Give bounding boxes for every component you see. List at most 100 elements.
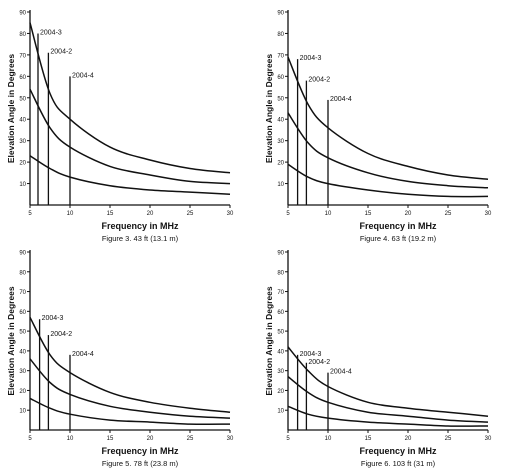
- y-tick-label: 10: [19, 182, 26, 188]
- y-tick-label: 90: [19, 251, 26, 257]
- x-tick-label: 30: [227, 211, 234, 217]
- x-tick-label: 10: [67, 436, 74, 442]
- x-tick-label: 15: [365, 436, 372, 442]
- x-tick-label: 5: [28, 211, 32, 217]
- y-tick-label: 50: [19, 96, 26, 102]
- x-tick-label: 10: [67, 211, 74, 217]
- x-tick-label: 20: [405, 211, 412, 217]
- marker-label: 2004-2: [308, 77, 330, 84]
- y-tick-label: 10: [277, 182, 284, 188]
- y-axis-title: Elevation Angle in Degrees: [6, 286, 16, 396]
- y-tick-label: 50: [277, 96, 284, 102]
- marker-label: 2004-3: [300, 55, 322, 62]
- x-axis-title: Frequency in MHz: [101, 446, 179, 456]
- y-tick-label: 40: [277, 118, 284, 124]
- marker-label: 2004-2: [50, 331, 72, 338]
- x-tick-label: 30: [485, 211, 492, 217]
- y-axis-title: Elevation Angle in Degrees: [264, 286, 274, 396]
- marker-label: 2004-4: [72, 72, 94, 79]
- x-axis-title: Frequency in MHz: [359, 221, 437, 231]
- series-line: [29, 316, 231, 413]
- x-tick-label: 20: [147, 436, 154, 442]
- y-tick-label: 70: [277, 53, 284, 59]
- series-line: [29, 397, 231, 425]
- series-line: [287, 163, 489, 198]
- y-tick-label: 30: [277, 369, 284, 375]
- y-tick-label: 40: [277, 349, 284, 355]
- marker-label: 2004-3: [300, 351, 322, 358]
- y-tick-label: 60: [19, 75, 26, 81]
- series-line: [287, 346, 489, 417]
- x-tick-label: 20: [147, 211, 154, 217]
- y-axis-title: Elevation Angle in Degrees: [264, 54, 274, 164]
- y-tick-label: 70: [19, 53, 26, 59]
- y-tick-label: 10: [277, 409, 284, 415]
- y-tick-label: 30: [277, 139, 284, 145]
- y-tick-label: 70: [277, 290, 284, 296]
- x-tick-label: 10: [325, 436, 332, 442]
- y-tick-label: 50: [277, 330, 284, 336]
- figure-caption: Figure 6. 103 ft (31 m): [361, 459, 436, 468]
- y-tick-label: 40: [19, 118, 26, 124]
- y-tick-label: 80: [19, 270, 26, 276]
- y-tick-label: 90: [19, 11, 26, 17]
- y-tick-label: 60: [19, 310, 26, 316]
- marker-label: 2004-2: [50, 49, 72, 56]
- x-tick-label: 5: [286, 211, 290, 217]
- x-tick-label: 30: [485, 436, 492, 442]
- x-tick-label: 20: [405, 436, 412, 442]
- marker-label: 2004-4: [72, 351, 94, 358]
- marker-label: 2004-2: [308, 359, 330, 366]
- series-line: [29, 358, 231, 419]
- x-tick-label: 25: [445, 211, 452, 217]
- x-tick-label: 5: [286, 436, 290, 442]
- x-tick-label: 15: [365, 211, 372, 217]
- y-tick-label: 60: [277, 310, 284, 316]
- marker-label: 2004-3: [40, 29, 62, 36]
- y-tick-label: 40: [19, 349, 26, 355]
- x-axis-title: Frequency in MHz: [359, 446, 437, 456]
- figure-caption: Figure 3. 43 ft (13.1 m): [102, 234, 179, 243]
- chart-panel: 10 20 30 40 50 60 70 80 90 5 10 15 20 25 30 2004-3 2004-…: [6, 10, 234, 243]
- series-line: [287, 405, 489, 427]
- figure-caption: Figure 5. 78 ft (23.8 m): [102, 459, 179, 468]
- series-line: [287, 376, 489, 423]
- y-tick-label: 70: [19, 290, 26, 296]
- series-line: [29, 22, 231, 174]
- y-axis-title: Elevation Angle in Degrees: [6, 54, 16, 164]
- x-tick-label: 15: [107, 436, 114, 442]
- y-tick-label: 20: [277, 389, 284, 395]
- y-tick-label: 20: [19, 161, 26, 167]
- figure-caption: Figure 4. 63 ft (19.2 m): [360, 234, 437, 243]
- x-tick-label: 30: [227, 436, 234, 442]
- y-tick-label: 60: [277, 75, 284, 81]
- x-tick-label: 25: [187, 436, 194, 442]
- series-line: [29, 88, 231, 185]
- chart-panel: 10 20 30 40 50 60 70 80 90 5 10 15 20 25 30 2004-3 2004-…: [6, 250, 234, 468]
- y-tick-label: 30: [19, 369, 26, 375]
- x-tick-label: 15: [107, 211, 114, 217]
- y-tick-label: 90: [277, 11, 284, 17]
- marker-label: 2004-3: [42, 315, 64, 322]
- y-tick-label: 80: [277, 32, 284, 38]
- x-axis-title: Frequency in MHz: [101, 221, 179, 231]
- y-tick-label: 80: [19, 32, 26, 38]
- y-tick-label: 20: [277, 161, 284, 167]
- y-tick-label: 90: [277, 251, 284, 257]
- marker-label: 2004-4: [330, 369, 352, 376]
- series-line: [29, 155, 231, 196]
- x-tick-label: 5: [28, 436, 32, 442]
- y-tick-label: 20: [19, 389, 26, 395]
- x-tick-label: 25: [187, 211, 194, 217]
- series-line: [287, 56, 489, 181]
- y-tick-label: 10: [19, 409, 26, 415]
- y-tick-label: 30: [19, 139, 26, 145]
- x-tick-label: 25: [445, 436, 452, 442]
- marker-label: 2004-4: [330, 96, 352, 103]
- y-tick-label: 50: [19, 330, 26, 336]
- series-line: [287, 112, 489, 189]
